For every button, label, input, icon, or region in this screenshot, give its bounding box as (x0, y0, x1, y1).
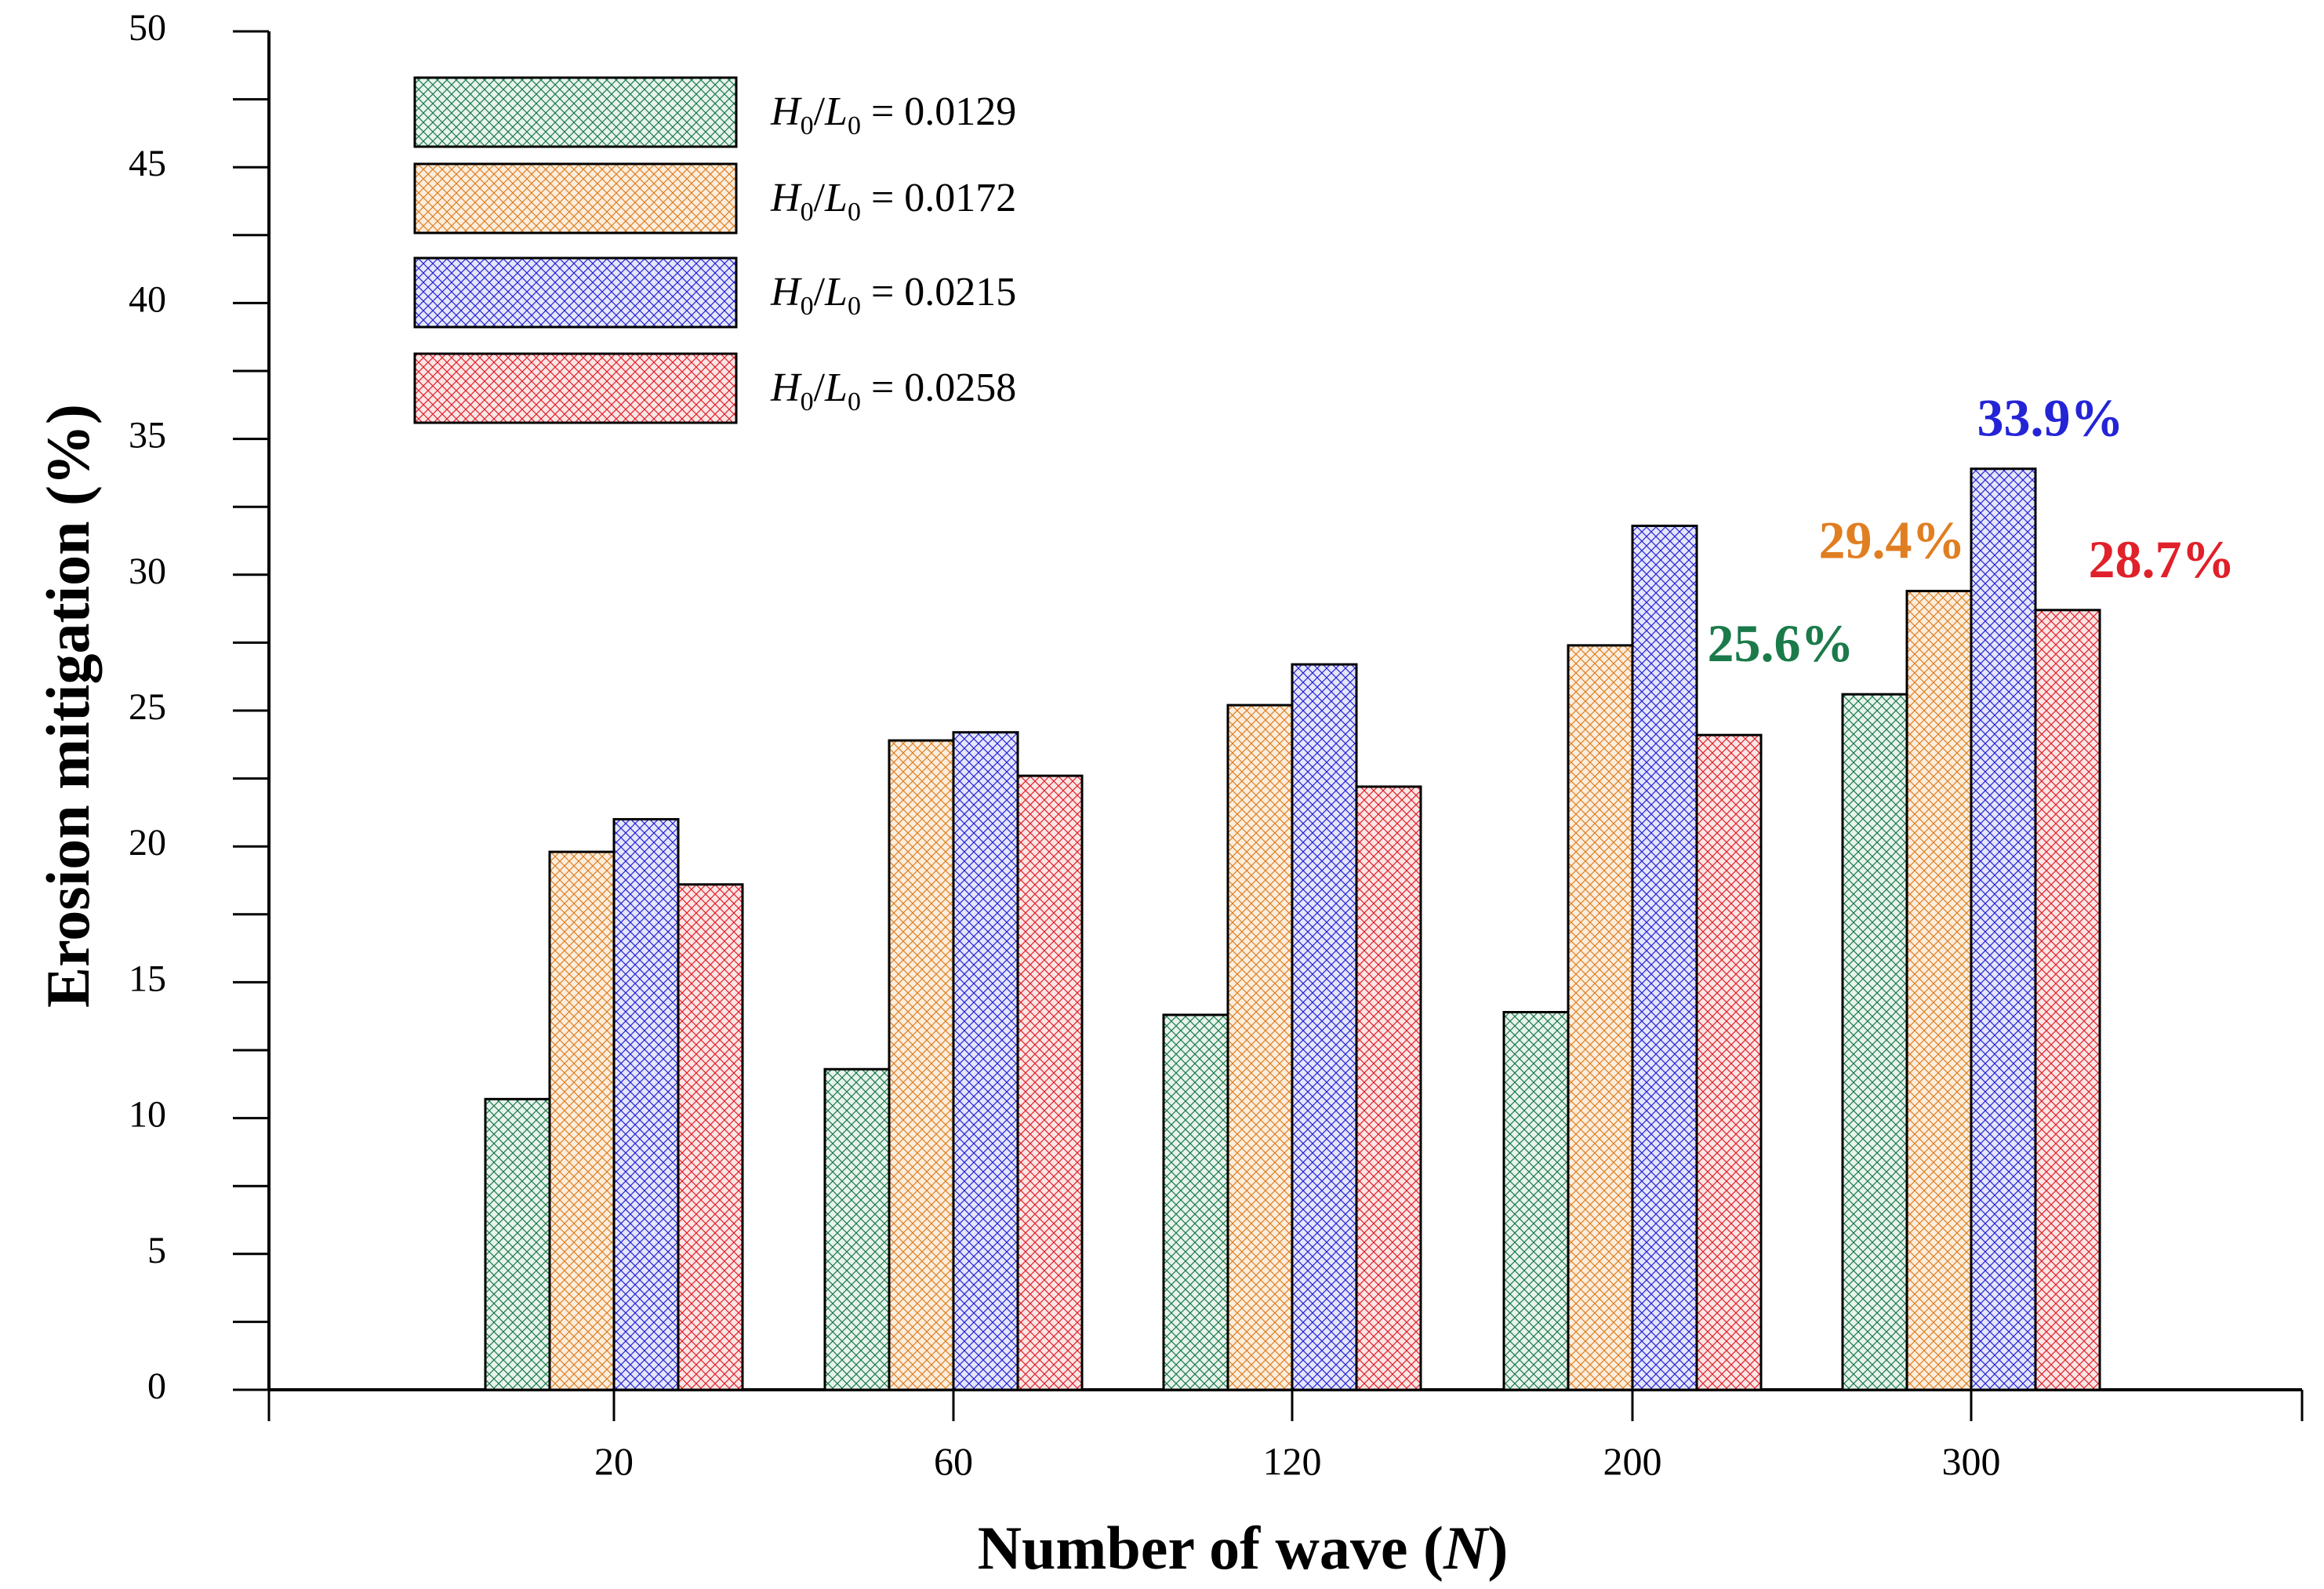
bar-blue-20 (612, 818, 680, 1391)
y-tick-label: 45 (129, 143, 166, 184)
x-tick-label: 20 (594, 1439, 634, 1483)
legend: H0/L0 = 0.0129 H0/L0 = 0.0172 H0/L0 = 0.02… (413, 76, 1016, 424)
bar-green-200 (1502, 1011, 1570, 1391)
bar-orange-120 (1226, 704, 1294, 1391)
legend-swatch-red (413, 352, 738, 424)
bar-blue-60 (952, 731, 1019, 1391)
annotation-green: 25.6% (1708, 613, 1854, 673)
bars (484, 467, 2101, 1391)
x-tick-label: 60 (934, 1439, 973, 1483)
bar-red-120 (1355, 785, 1422, 1391)
y-tick-label: 20 (129, 822, 166, 864)
annotation-red: 28.7% (2089, 529, 2235, 589)
bar-green-300 (1841, 693, 1908, 1391)
legend-swatch-green (413, 76, 738, 148)
legend-label-orange: H0/L0 = 0.0172 (770, 176, 1016, 227)
x-ticks: 20 60 120 200 300 (267, 1390, 2304, 1483)
y-tick-label: 35 (129, 415, 166, 456)
bar-orange-200 (1567, 644, 1634, 1391)
bar-red-300 (2034, 609, 2101, 1391)
x-tick-label: 200 (1603, 1439, 1662, 1483)
legend-swatch-blue (413, 256, 738, 329)
y-axis-label: Erosion mitigation (%) (34, 404, 102, 1008)
y-tick-label: 15 (129, 958, 166, 999)
y-tick-label: 10 (129, 1094, 166, 1136)
y-tick-label: 40 (129, 278, 166, 320)
y-tick-label: 50 (129, 7, 166, 49)
bar-green-20 (484, 1097, 551, 1391)
x-tick-label: 120 (1263, 1439, 1322, 1483)
y-tick-label: 0 (147, 1365, 166, 1407)
bar-green-60 (823, 1067, 891, 1391)
x-tick-label: 300 (1942, 1439, 2001, 1483)
y-tick-label: 5 (147, 1230, 166, 1271)
annotation-orange: 29.4% (1819, 511, 1966, 570)
bar-red-200 (1695, 733, 1763, 1391)
bar-blue-200 (1631, 524, 1698, 1391)
x-axis-label: Number of wave (N) (978, 1514, 1509, 1582)
bar-orange-60 (888, 739, 955, 1391)
bar-green-120 (1162, 1013, 1229, 1391)
bar-red-60 (1016, 774, 1084, 1391)
annotation-blue: 33.9% (1977, 388, 2124, 448)
y-tick-label: 25 (129, 686, 166, 728)
bar-red-20 (677, 883, 744, 1391)
bar-orange-300 (1905, 590, 1973, 1391)
bar-orange-20 (548, 850, 615, 1391)
legend-label-green: H0/L0 = 0.0129 (770, 89, 1016, 140)
bar-blue-300 (1970, 467, 2037, 1391)
y-tick-label: 30 (129, 551, 166, 592)
legend-swatch-orange (413, 162, 738, 235)
legend-label-red: H0/L0 = 0.0258 (770, 365, 1016, 416)
y-ticks: 0 5 10 15 20 25 30 35 40 45 50 (129, 7, 269, 1407)
legend-label-blue: H0/L0 = 0.0215 (770, 270, 1016, 321)
annotations: 25.6% 29.4% 33.9% 28.7% (1708, 388, 2235, 674)
bar-blue-120 (1291, 663, 1358, 1391)
